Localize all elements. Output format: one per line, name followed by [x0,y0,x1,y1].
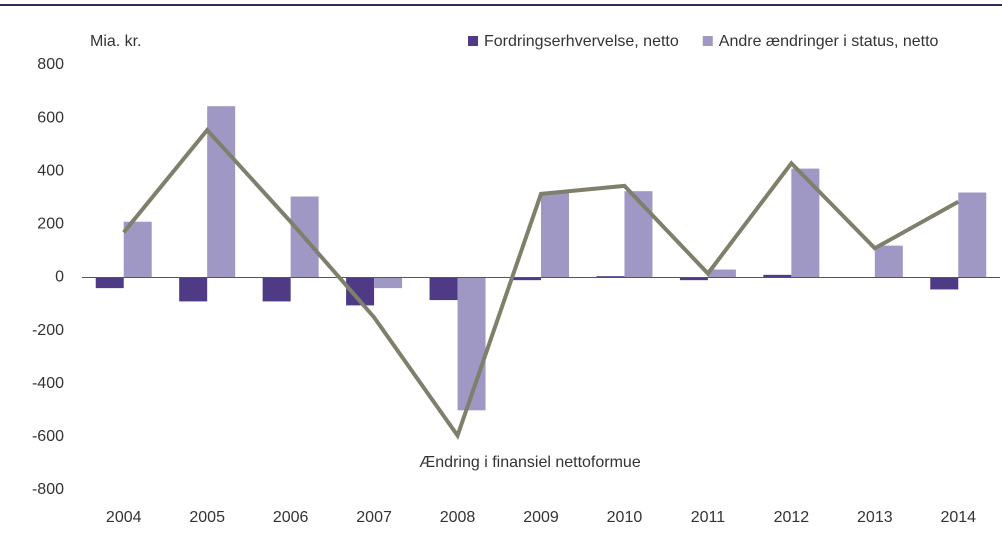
y-tick-label: -800 [32,481,64,498]
y-tick-label: 200 [37,216,64,233]
y-tick-label: 400 [37,162,64,179]
y-tick-label: -200 [32,322,64,339]
x-tick-label: 2010 [607,509,643,526]
x-tick-label: 2011 [691,509,726,526]
bar [179,277,208,302]
bar [596,276,625,278]
x-tick-label: 2004 [106,509,142,526]
x-tick-label: 2014 [940,509,976,526]
y-tick-label: -600 [32,428,64,445]
bar [958,192,987,278]
y-tick-label: 800 [37,56,64,73]
bar [763,274,792,278]
legend-swatch [702,36,713,46]
y-axis-label: Mia. kr. [90,33,142,50]
line-annotation: Ændring i finansiel nettoformue [419,454,641,471]
bar [457,277,486,411]
bar [374,277,403,289]
bar [262,277,291,302]
x-tick-label: 2013 [857,509,893,526]
legend-label: Fordringserhvervelse, netto [484,33,679,50]
x-tick-label: 2009 [523,509,559,526]
bar [123,221,152,278]
bar [624,191,653,278]
bar [930,277,959,290]
legend-label: Andre ændringer i status, netto [719,33,939,50]
bar [95,277,124,289]
line-series [122,127,960,440]
legend-swatch [468,36,478,46]
x-tick-label: 2012 [774,509,810,526]
bar [707,269,736,278]
bar [541,192,569,278]
x-tick-label: 2007 [356,509,392,526]
bar [874,245,903,278]
x-tick-label: 2008 [440,509,476,526]
y-tick-label: -400 [32,375,64,392]
bar [513,277,541,281]
y-tick-label: 600 [37,109,64,126]
x-tick-label: 2005 [189,509,225,526]
bar [429,277,458,301]
x-tick-label: 2006 [273,509,309,526]
bar [679,277,708,281]
y-tick-label: 0 [55,269,64,286]
